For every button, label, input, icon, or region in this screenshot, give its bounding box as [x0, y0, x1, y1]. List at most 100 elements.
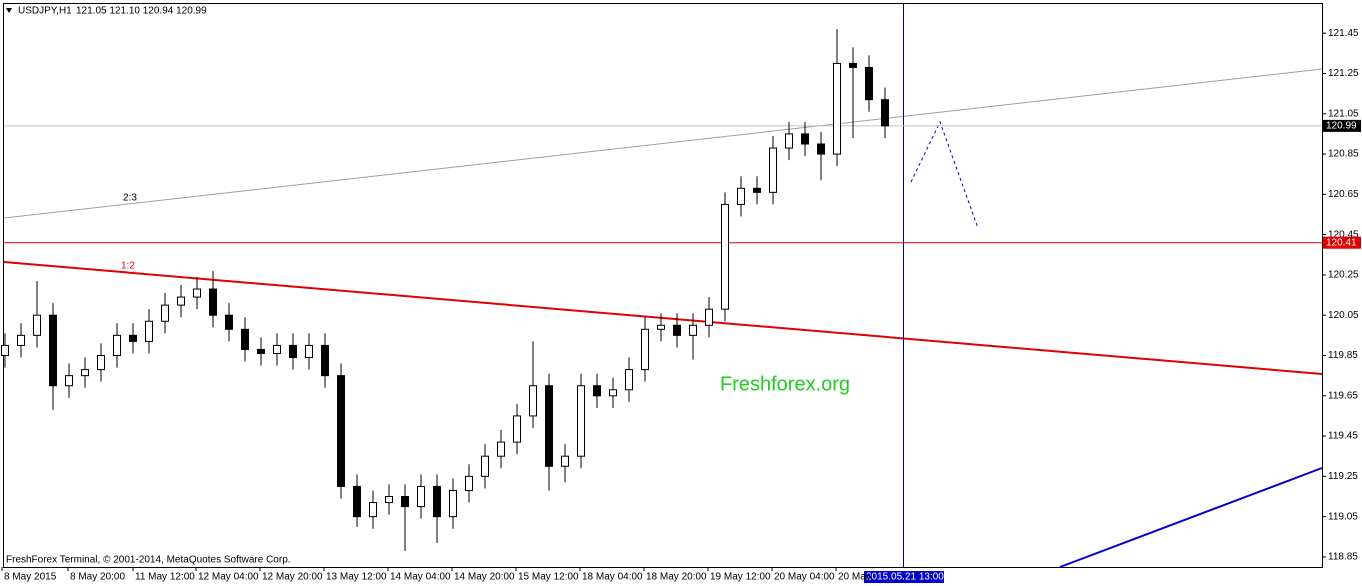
candle-body	[241, 328, 249, 350]
candle-body	[753, 187, 761, 193]
candle-body	[513, 415, 521, 443]
symbol: USDJPY,H1	[18, 6, 72, 17]
x-tick-label: 12 May 04:00	[198, 572, 259, 583]
candle-body	[209, 288, 217, 316]
candle-body	[417, 485, 425, 508]
candle-body	[65, 375, 73, 387]
watermark: Freshforex.org	[720, 373, 850, 395]
cursor-time: 2015.05.21 13:00	[866, 572, 944, 583]
candle-body	[145, 320, 153, 342]
y-tick-label: 120.05	[1328, 310, 1359, 321]
candle-body	[481, 455, 489, 477]
candle-body	[353, 485, 361, 518]
price-label: 120.99	[1326, 121, 1357, 132]
menu-arrow[interactable]	[6, 8, 12, 13]
x-tick-label: 15 May 12:00	[518, 572, 579, 583]
candle-body	[673, 324, 681, 336]
candle-body	[737, 187, 745, 205]
candle-body	[273, 344, 281, 354]
candle-body	[849, 62, 857, 68]
candle-body	[689, 324, 697, 336]
candle-body	[625, 369, 633, 391]
y-tick-label: 121.05	[1328, 108, 1359, 119]
cursor-time-box	[864, 571, 944, 583]
candle-body	[529, 385, 537, 417]
candle-body	[705, 308, 713, 326]
y-tick-label: 118.85	[1328, 552, 1358, 563]
x-tick-label: 12 May 20:00	[262, 572, 323, 583]
trend-label: 1:2	[121, 261, 135, 272]
candle-body	[545, 385, 553, 467]
candle-body	[225, 314, 233, 330]
y-tick-label: 119.85	[1328, 350, 1358, 361]
candle-body	[257, 348, 265, 354]
candle-body	[289, 344, 297, 359]
price-label-box	[1323, 236, 1361, 249]
x-tick-label: 8 May 20:00	[70, 572, 125, 583]
candle-body	[641, 328, 649, 371]
y-tick-label: 120.65	[1328, 189, 1359, 200]
candle-body	[177, 296, 185, 306]
candle-body	[385, 496, 393, 504]
candle-body	[609, 389, 617, 397]
y-tick-label: 119.05	[1328, 511, 1358, 522]
candle-body	[49, 314, 57, 387]
y-tick-label: 121.25	[1328, 68, 1359, 79]
candle-body	[369, 502, 377, 518]
trend-line	[3, 261, 1323, 375]
price-label: 120.41	[1326, 237, 1357, 248]
trend-line	[3, 68, 1323, 219]
candle-body	[17, 334, 25, 346]
y-tick-label: 119.65	[1328, 390, 1358, 401]
candle-body	[497, 441, 505, 457]
candle-body	[433, 485, 441, 518]
candle-body	[817, 143, 825, 155]
x-tick-label: 20 May	[838, 572, 871, 583]
y-tick-label: 120.85	[1328, 149, 1359, 160]
header-ohlc: 121.05 121.10 120.94 120.99	[76, 6, 207, 17]
x-tick-label: 8 May 2015	[4, 572, 57, 583]
candle-body	[785, 133, 793, 149]
candle-body	[561, 455, 569, 467]
copyright: FreshForex Terminal, © 2001-2014, MetaQu…	[6, 555, 291, 566]
candle-body	[401, 496, 409, 508]
candle-body	[337, 375, 345, 487]
candle-body	[657, 324, 665, 330]
candle-body	[193, 288, 201, 298]
candle-body	[449, 489, 457, 518]
candle-body	[305, 344, 313, 359]
candle-body	[321, 344, 329, 377]
x-tick-label: 19 May 12:00	[710, 572, 771, 583]
trend-label: 2:3	[123, 193, 137, 204]
plot-frame	[3, 3, 1323, 568]
x-tick-label: 11 May 12:00	[135, 572, 195, 583]
y-tick-label: 120.25	[1328, 270, 1359, 281]
candle-body	[81, 369, 89, 377]
x-tick-label: 14 May 04:00	[390, 572, 451, 583]
candle-body	[33, 314, 41, 336]
y-tick-label: 119.45	[1328, 431, 1358, 442]
candle-body	[465, 475, 473, 491]
y-tick-label: 120.45	[1328, 229, 1359, 240]
candle-body	[113, 334, 121, 357]
candle-body	[577, 385, 585, 457]
x-tick-label: 20 May 04:00	[774, 572, 835, 583]
candle-body	[161, 304, 169, 322]
candle-body	[881, 99, 889, 127]
x-tick-label: 18 May 04:00	[582, 572, 643, 583]
x-tick-label: 14 May 20:00	[454, 572, 515, 583]
y-tick-label: 119.25	[1328, 471, 1358, 482]
y-tick-label: 121.45	[1328, 28, 1359, 39]
candle-body	[593, 385, 601, 397]
candle-body	[833, 62, 841, 155]
candle-body	[1, 344, 9, 356]
candle-body	[865, 66, 873, 101]
candle-body	[129, 334, 137, 342]
x-tick-label: 18 May 20:00	[646, 572, 707, 583]
candle-body	[769, 147, 777, 193]
x-tick-label: 13 May 12:00	[326, 572, 387, 583]
forecast-path	[910, 120, 979, 229]
candle-body	[97, 355, 105, 371]
